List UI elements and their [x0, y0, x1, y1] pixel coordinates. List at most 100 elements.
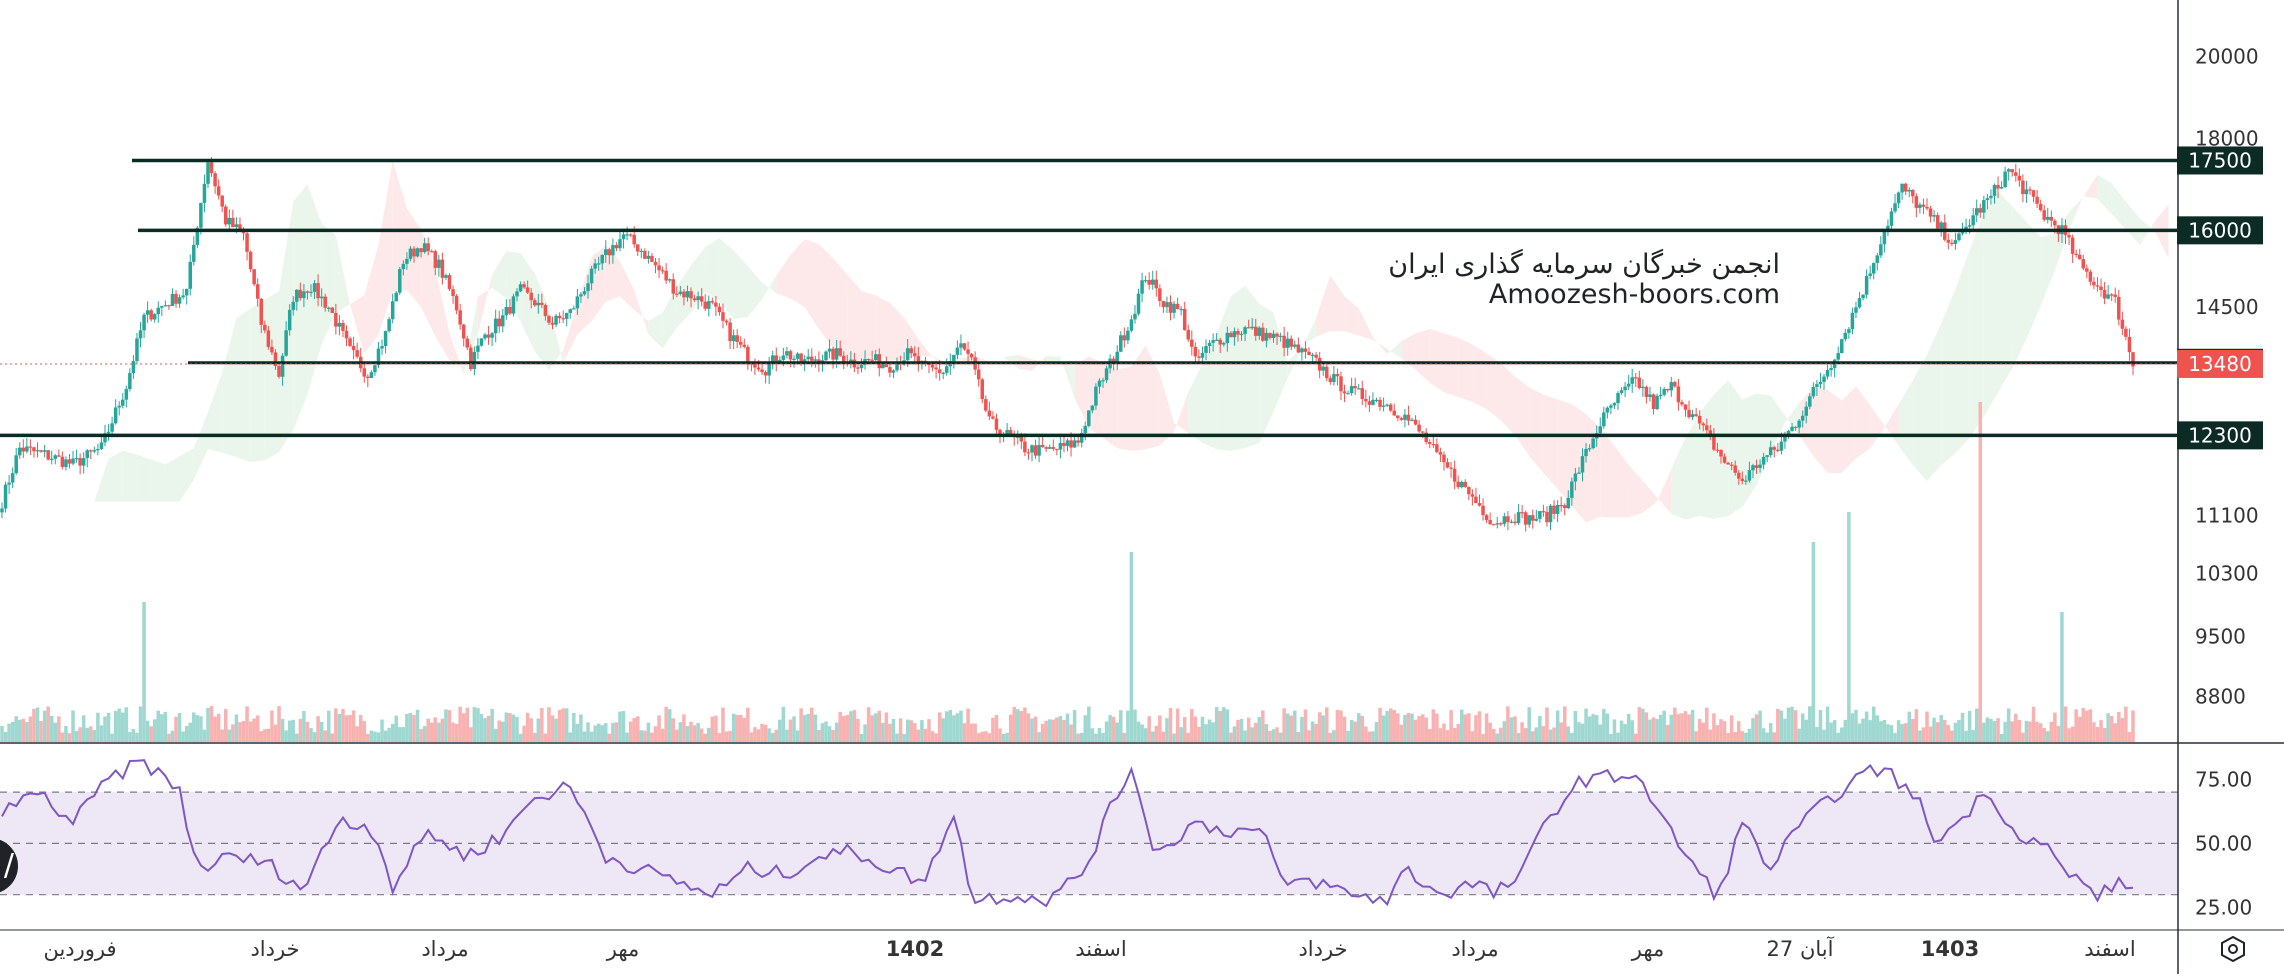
candle-body: [1694, 414, 1698, 416]
cloud-segment: [1316, 275, 1331, 337]
volume-bar: [1143, 728, 1148, 742]
candle-body: [1250, 326, 1254, 329]
candle-body: [99, 442, 104, 450]
volume-bar: [152, 719, 157, 742]
candle-body: [1541, 511, 1546, 513]
level-badge-label: 17500: [2188, 148, 2252, 172]
volume-bar: [1364, 726, 1368, 742]
volume-bar: [1974, 708, 1979, 742]
volume-bar: [817, 729, 821, 742]
candle-body: [763, 372, 768, 376]
candle-body: [1896, 192, 1901, 204]
volume-bar: [767, 728, 771, 742]
volume-bar: [795, 730, 800, 742]
candle-body: [1523, 512, 1528, 525]
rsi-band: [0, 792, 2178, 895]
volume-bar: [241, 721, 246, 742]
candle-body: [841, 355, 846, 363]
candle-body: [227, 217, 232, 225]
candle-body: [1367, 401, 1372, 405]
candle-body: [568, 309, 573, 313]
volume-bar: [664, 706, 668, 742]
candle-body: [1371, 399, 1375, 405]
candle-body: [67, 459, 72, 464]
candle-body: [781, 355, 786, 360]
support-resistance-lines[interactable]: [0, 158, 2178, 438]
candle-body: [1065, 440, 1070, 446]
volume-bar: [1754, 714, 1759, 742]
chevron-badge-icon[interactable]: /: [0, 838, 18, 894]
volume-bar: [28, 716, 33, 742]
settings-hexagon-icon[interactable]: [2218, 934, 2248, 964]
volume-bar: [458, 706, 462, 742]
volume-bar: [1793, 710, 1798, 742]
time-axis[interactable]: فروردین خرداد مرداد مهر 1402 اسفند خرداد مرداد م…: [43, 936, 2135, 961]
volume-bar: [380, 719, 384, 742]
candle-body: [64, 459, 68, 468]
candle-body: [1616, 393, 1620, 404]
candle-body: [1815, 384, 1819, 387]
candle-body: [987, 410, 992, 417]
candle-body: [2106, 294, 2110, 299]
price-tick-label: 8800: [2195, 684, 2246, 708]
candle-body: [1861, 294, 1865, 299]
volume-bar: [920, 720, 924, 742]
candle-body: [209, 162, 214, 174]
volume-bar: [685, 726, 690, 742]
volume-bar: [451, 722, 455, 742]
candle-body: [1246, 327, 1251, 329]
volume-bar: [877, 710, 882, 742]
candle-body: [1190, 339, 1194, 347]
volume-bar: [174, 716, 178, 742]
volume-bar: [113, 710, 118, 742]
candle-body: [1918, 204, 1922, 208]
candle-body: [46, 450, 50, 460]
volume-bar: [1502, 721, 1507, 742]
volume-bar: [660, 728, 665, 742]
candle-body: [57, 455, 61, 457]
candle-body: [1094, 386, 1098, 406]
candle-body: [1339, 376, 1343, 392]
cloud-segment: [1358, 308, 1373, 341]
candle-body: [1090, 405, 1095, 411]
volume-bar: [1857, 723, 1862, 742]
volume-bar: [316, 716, 320, 742]
candle-body: [1978, 208, 1983, 213]
candle-body: [1502, 516, 1507, 524]
candle-body: [387, 319, 391, 332]
candle-body: [2046, 216, 2050, 220]
volume-bar: [1115, 722, 1119, 742]
candle-body: [1744, 480, 1748, 482]
candle-body: [962, 343, 967, 350]
candle-body: [401, 263, 406, 270]
candle-body: [827, 348, 832, 352]
candle-body: [1527, 515, 1531, 525]
volume-bar: [572, 712, 576, 742]
candle-body: [255, 284, 260, 299]
candle-body: [1552, 505, 1556, 514]
cloud-segment: [463, 296, 478, 375]
volume-bar: [593, 725, 597, 742]
candle-body: [1974, 208, 1979, 216]
candle-body: [42, 450, 47, 452]
candle-body: [607, 249, 612, 256]
candle-body: [760, 369, 764, 373]
volume-bar: [209, 706, 214, 742]
volume-bar: [369, 730, 374, 742]
volume-bar: [270, 710, 274, 742]
time-label: اسفند: [1075, 937, 1126, 961]
volume-bar: [1598, 724, 1602, 742]
candle-body: [572, 308, 576, 310]
candle-body: [1168, 302, 1173, 313]
volume-bar: [948, 709, 953, 742]
volume-bar: [1868, 720, 1872, 742]
volume-bar: [1509, 717, 1514, 742]
cloud-segment: [619, 261, 635, 311]
volume-bar: [160, 714, 164, 742]
volume-bar: [1918, 730, 1922, 742]
volume-bar: [540, 708, 544, 742]
cloud-segment: [1387, 341, 1402, 359]
volume-bar: [646, 722, 651, 742]
candle-body: [870, 359, 874, 361]
